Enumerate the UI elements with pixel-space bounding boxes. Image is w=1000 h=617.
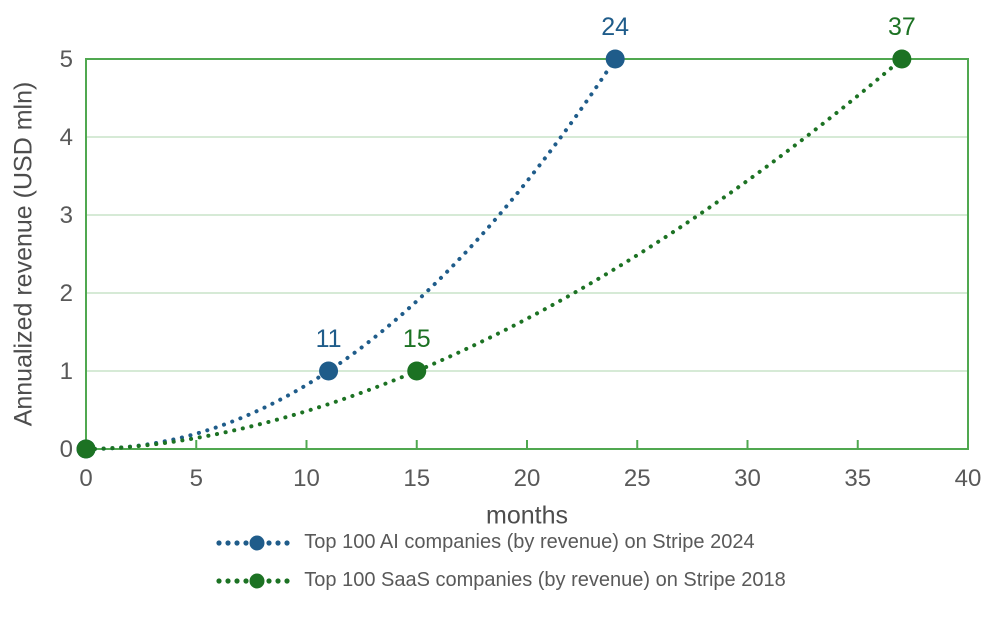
svg-text:3: 3 bbox=[60, 202, 73, 229]
svg-text:25: 25 bbox=[624, 465, 651, 492]
svg-text:11: 11 bbox=[316, 325, 342, 353]
dotted-line-marker-icon bbox=[216, 535, 290, 550]
legend: Top 100 AI companies (by revenue) on Str… bbox=[0, 531, 1000, 592]
svg-text:2: 2 bbox=[60, 280, 73, 307]
y-axis-title: Annualized revenue (USD mln) bbox=[9, 81, 38, 427]
svg-text:15: 15 bbox=[403, 465, 430, 492]
svg-text:4: 4 bbox=[60, 124, 73, 151]
svg-text:0: 0 bbox=[79, 465, 92, 492]
svg-text:37: 37 bbox=[888, 13, 916, 41]
svg-text:15: 15 bbox=[403, 325, 431, 353]
legend-label: Top 100 SaaS companies (by revenue) on S… bbox=[304, 569, 786, 591]
svg-text:30: 30 bbox=[734, 465, 761, 492]
svg-text:20: 20 bbox=[514, 465, 541, 492]
svg-text:35: 35 bbox=[844, 465, 871, 492]
legend-item-ai-2024: Top 100 AI companies (by revenue) on Str… bbox=[214, 531, 755, 554]
svg-text:24: 24 bbox=[601, 13, 629, 41]
svg-text:10: 10 bbox=[293, 465, 320, 492]
legend-items: Top 100 AI companies (by revenue) on Str… bbox=[214, 531, 786, 592]
svg-text:5: 5 bbox=[190, 465, 203, 492]
svg-text:40: 40 bbox=[955, 465, 982, 492]
dotted-line-marker-icon bbox=[216, 573, 290, 588]
svg-text:0: 0 bbox=[60, 436, 73, 463]
legend-label: Top 100 AI companies (by revenue) on Str… bbox=[304, 531, 755, 553]
x-axis-title: months bbox=[486, 501, 568, 530]
legend-item-saas-2018: Top 100 SaaS companies (by revenue) on S… bbox=[214, 569, 786, 592]
svg-text:1: 1 bbox=[60, 358, 73, 385]
svg-text:5: 5 bbox=[60, 46, 73, 73]
